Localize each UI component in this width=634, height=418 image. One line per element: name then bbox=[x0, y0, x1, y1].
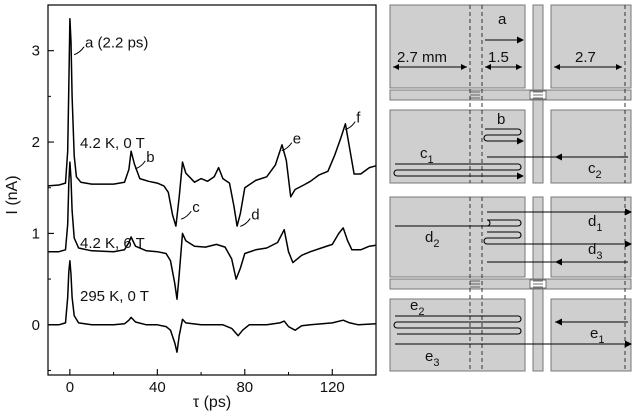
path-label-a: a bbox=[498, 11, 507, 28]
path-label-d2: d2 bbox=[425, 229, 439, 250]
path-label-b: b bbox=[497, 111, 505, 128]
annotation-label: a (2.2 ps) bbox=[85, 35, 148, 52]
top-pulse-paths bbox=[393, 39, 628, 177]
x-tick-label: 80 bbox=[236, 379, 253, 396]
dimension-arrows bbox=[393, 64, 622, 70]
y-axis-label: I (nA) bbox=[4, 175, 21, 214]
diagram-bottom-block bbox=[389, 196, 632, 372]
path-label-d3: d3 bbox=[588, 241, 602, 262]
series-line-1 bbox=[48, 161, 377, 300]
annotation-leader bbox=[181, 210, 192, 220]
annotation-leader bbox=[73, 46, 85, 56]
dimension-right: 2.7 bbox=[575, 49, 596, 66]
series-line-2 bbox=[48, 260, 377, 353]
y-tick-label: 2 bbox=[32, 134, 40, 151]
path-label-e1: e1 bbox=[590, 325, 604, 346]
series-line-0 bbox=[47, 17, 377, 227]
path-label-e3: e3 bbox=[425, 348, 439, 369]
x-tick-label: 120 bbox=[320, 379, 345, 396]
curve-label-0T: 4.2 K, 0 T bbox=[80, 135, 145, 152]
x-tick-label: 0 bbox=[66, 379, 74, 396]
annotation-leader bbox=[281, 142, 293, 152]
annotation-label: e bbox=[293, 131, 301, 148]
top-arrowheads bbox=[517, 36, 562, 180]
annotation-leader bbox=[345, 121, 356, 131]
y-tick-label: 0 bbox=[32, 317, 40, 334]
diagram-top-block bbox=[389, 4, 632, 184]
curve-label-295K: 295 K, 0 T bbox=[80, 288, 149, 305]
path-label-c1: c1 bbox=[420, 145, 434, 166]
annotation-leader bbox=[135, 160, 146, 170]
plot-frame bbox=[47, 4, 377, 376]
x-axis-label: τ (ps) bbox=[193, 394, 231, 411]
annotation-leader bbox=[240, 218, 251, 227]
annotation-label: b bbox=[146, 149, 154, 166]
dimension-middle: 1.5 bbox=[488, 49, 509, 66]
y-tick-label: 1 bbox=[32, 225, 40, 242]
bottom-arrowheads bbox=[555, 208, 632, 348]
curve-label-6T: 4.2 K, 6 T bbox=[80, 235, 145, 252]
path-label-c2: c2 bbox=[588, 160, 602, 181]
waveguide-diagram: 2.7 mm 1.5 2.7 bbox=[389, 4, 632, 372]
annotation-label: f bbox=[356, 110, 361, 127]
path-label-e2: e2 bbox=[410, 297, 424, 318]
path-label-d1: d1 bbox=[588, 213, 602, 234]
annotation-label: d bbox=[251, 206, 259, 223]
series-layer bbox=[47, 17, 377, 353]
annotation-layer: a (2.2 ps) b c d e f bbox=[73, 35, 361, 227]
bottom-pulse-paths bbox=[393, 211, 628, 345]
x-tick-label: 40 bbox=[149, 379, 166, 396]
x-axis-ticks: 0 40 80 120 bbox=[66, 369, 377, 396]
annotation-label: c bbox=[192, 199, 200, 216]
y-axis-ticks: 0 1 2 3 bbox=[32, 43, 54, 371]
y-tick-label: 3 bbox=[32, 43, 40, 60]
dimension-left: 2.7 mm bbox=[397, 49, 447, 66]
